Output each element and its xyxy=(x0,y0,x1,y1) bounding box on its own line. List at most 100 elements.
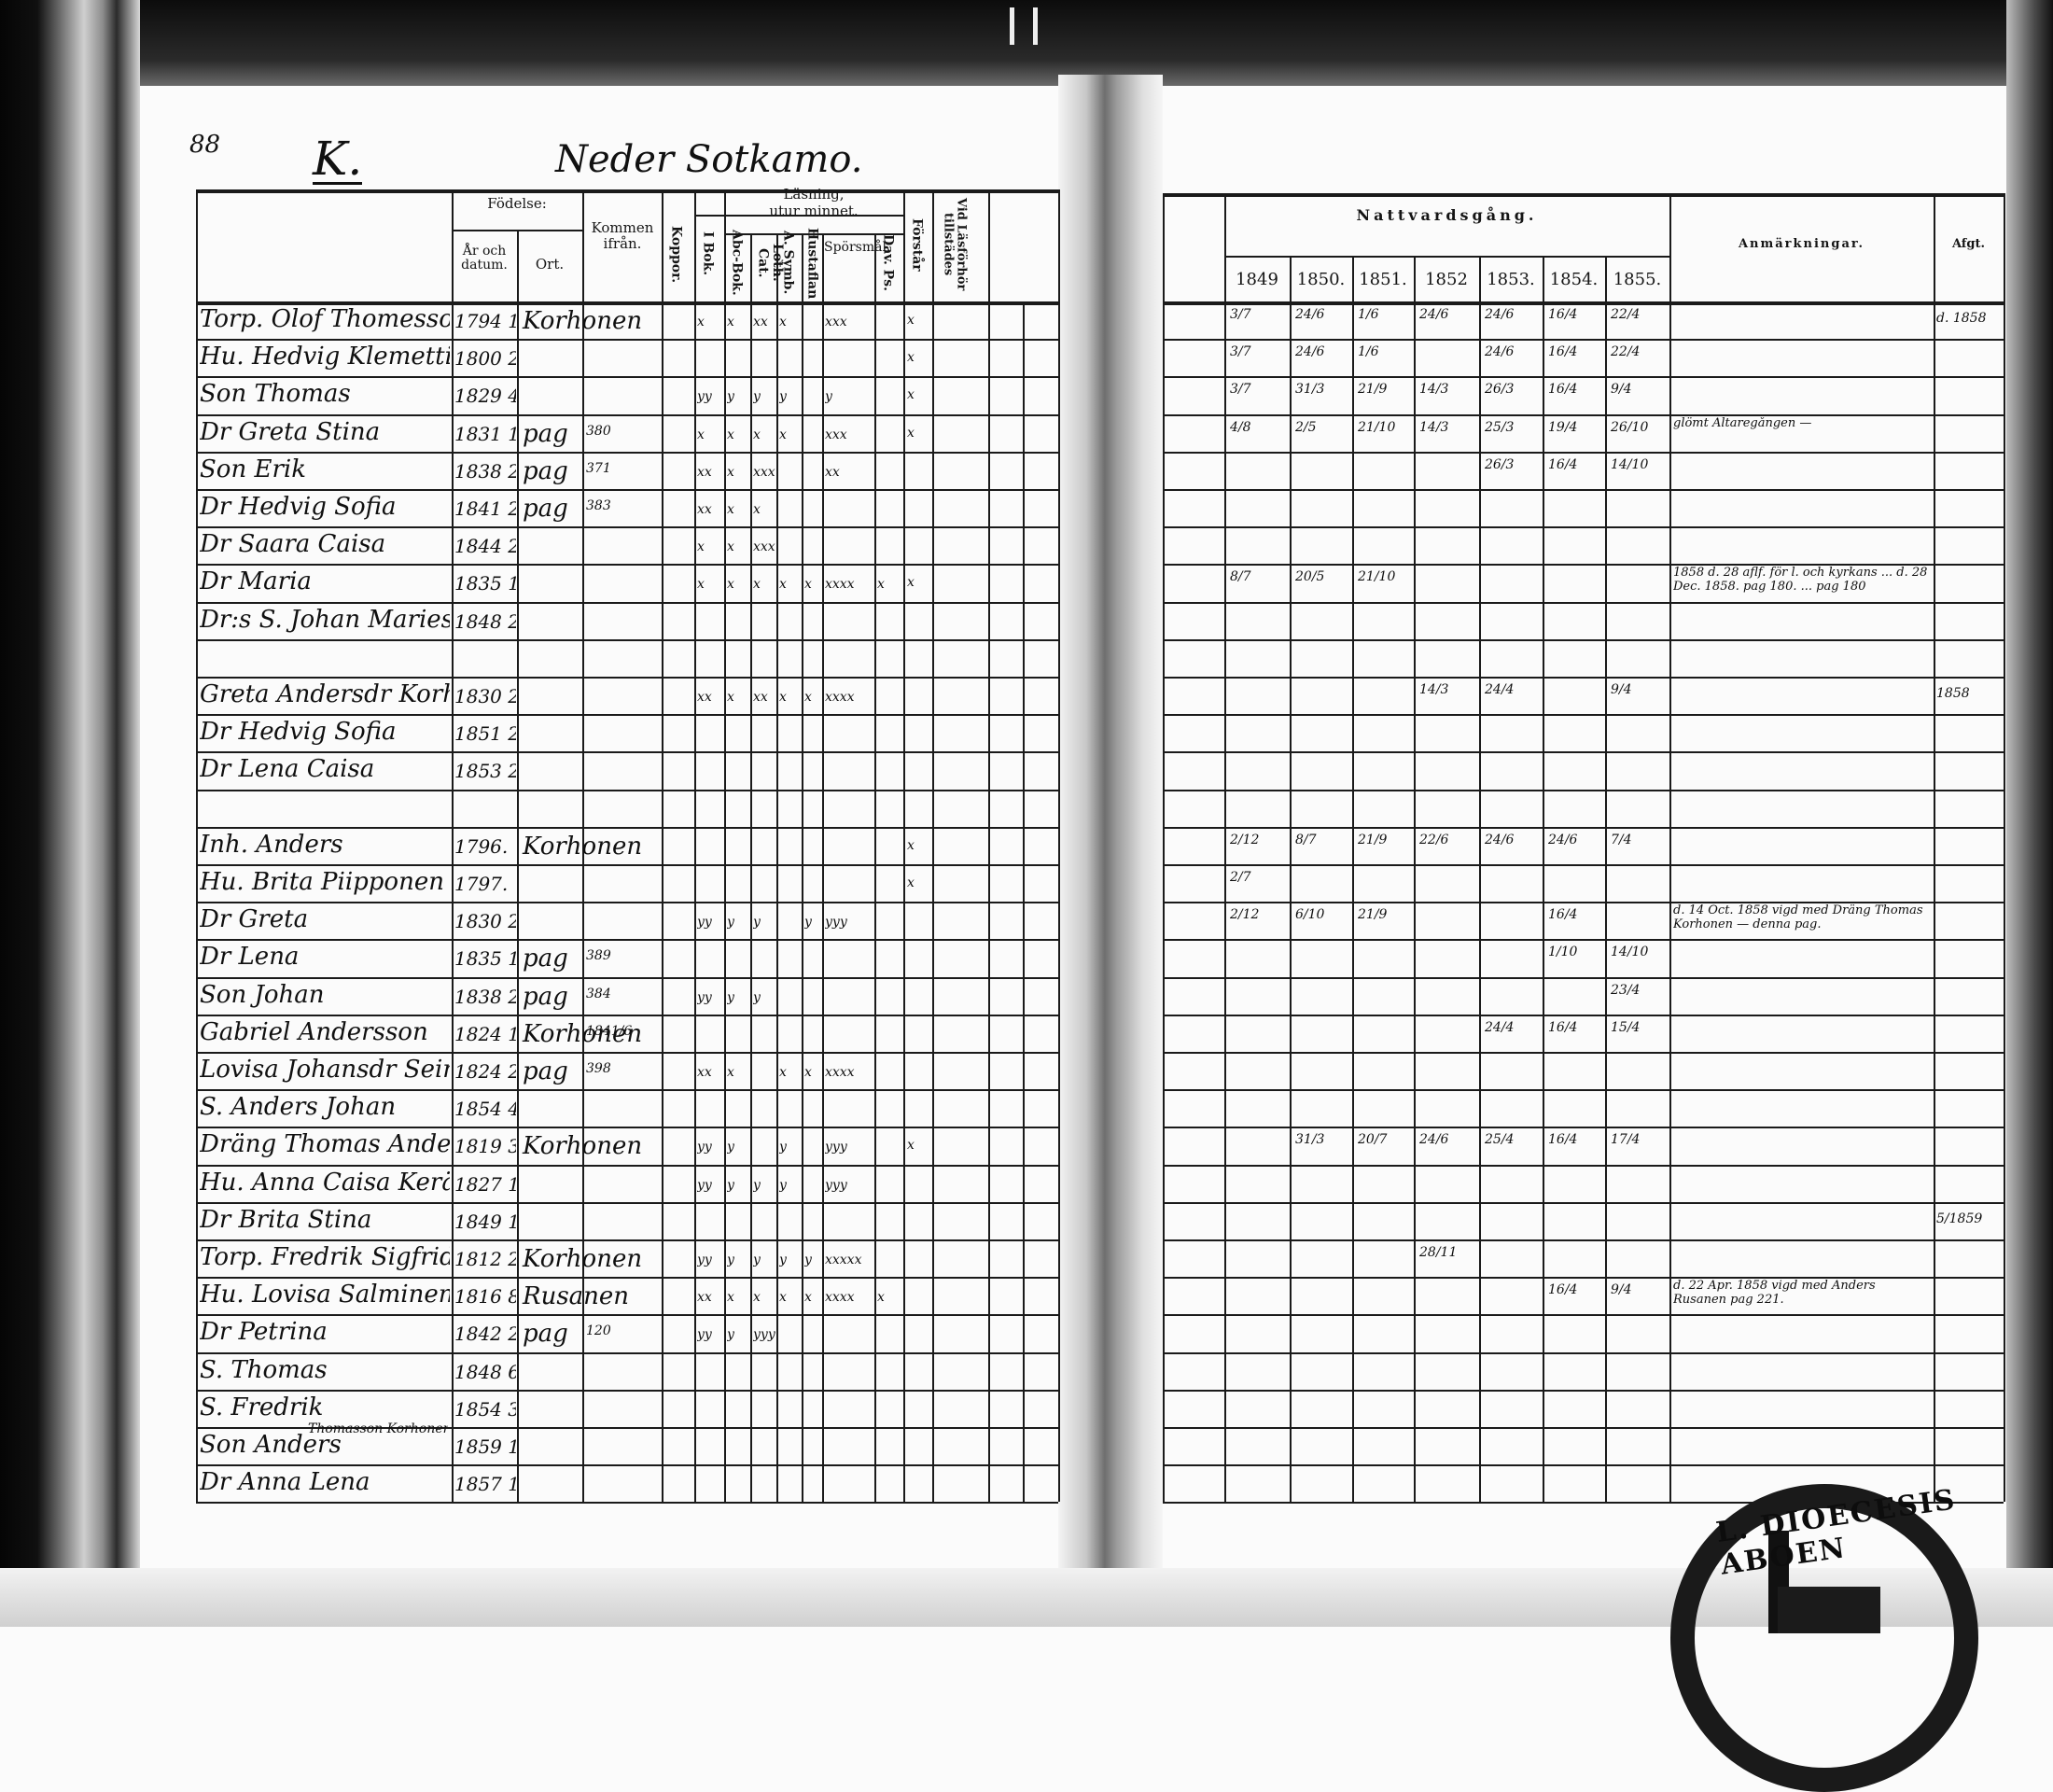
person-name: Dr Greta xyxy=(200,905,309,934)
column-rule xyxy=(750,233,752,1503)
reading-mark: xxxx xyxy=(825,690,855,705)
header-vid-lasforhor: Vid Läsförhör tillstädes xyxy=(941,198,969,291)
reading-mark: xx xyxy=(697,1290,712,1306)
reading-mark: xx xyxy=(697,502,712,517)
row-rule xyxy=(1163,1389,2004,1392)
reading-mark: xxx xyxy=(753,539,775,555)
birth-date: 1830 2/2 xyxy=(454,910,516,933)
understands-mark: x xyxy=(907,313,915,328)
communion-date: 22/4 xyxy=(1611,344,1641,360)
reading-mark: y xyxy=(753,1177,761,1193)
row-rule xyxy=(1163,526,2004,529)
remark: d. 14 Oct. 1858 vigd med Dräng Thomas Ko… xyxy=(1673,904,1923,932)
row-rule xyxy=(196,1201,1058,1204)
row-rule xyxy=(1163,376,2004,379)
row-rule xyxy=(1163,638,2004,641)
communion-date: 16/4 xyxy=(1548,344,1578,360)
communion-date: 3/7 xyxy=(1230,307,1251,322)
departure-note: 1858 xyxy=(1936,686,1970,701)
communion-date: 24/6 xyxy=(1295,307,1325,322)
birth-place: pag xyxy=(523,456,568,485)
row-rule xyxy=(1163,902,2004,904)
person-name: Dr Hedvig Sofia xyxy=(200,493,397,521)
communion-date: 9/4 xyxy=(1611,382,1632,398)
row-rule xyxy=(1163,1201,2004,1204)
person-name: Dr Lena xyxy=(200,943,300,972)
understands-mark: x xyxy=(907,1138,915,1154)
register-letter: K. xyxy=(313,132,363,186)
communion-date: 21/9 xyxy=(1358,832,1388,847)
reading-mark: x xyxy=(697,315,705,329)
person-name: Son Thomas xyxy=(200,380,351,409)
header-lasning: Läsning, xyxy=(783,186,845,203)
reading-mark: x xyxy=(804,1065,812,1080)
column-rule xyxy=(1669,193,1671,1503)
scan-left-edge xyxy=(0,0,140,1627)
reading-mark: xx xyxy=(753,315,768,329)
row-rule xyxy=(196,1427,1058,1429)
row-rule xyxy=(1163,1502,2004,1505)
row-rule xyxy=(196,1014,1058,1016)
communion-date: 31/3 xyxy=(1295,382,1325,398)
person-name: Torp. Fredrik Sigfridsson xyxy=(200,1243,450,1271)
communion-date: 16/4 xyxy=(1548,1282,1578,1298)
header-i-bok: I Bok. xyxy=(700,231,716,276)
communion-date: 1/6 xyxy=(1358,344,1379,360)
departure-note: d. 1858 xyxy=(1936,311,1987,326)
reading-mark: x xyxy=(779,315,787,329)
reading-mark: yy xyxy=(697,1253,712,1267)
reading-mark: xxxx xyxy=(825,1290,855,1306)
person-name: Dr Petrina xyxy=(200,1318,328,1347)
nattvardsgang-divider xyxy=(1224,256,1669,258)
row-rule xyxy=(196,864,1058,866)
reading-mark: yy xyxy=(697,389,712,405)
reading-mark: y xyxy=(779,1177,787,1193)
table-top-border xyxy=(1163,193,2004,197)
reading-mark: x xyxy=(877,577,885,593)
communion-date: 26/3 xyxy=(1485,382,1515,398)
reading-mark: yyy xyxy=(753,1327,775,1343)
row-rule xyxy=(196,413,1058,416)
communion-date: 26/10 xyxy=(1611,419,1649,435)
column-rule xyxy=(988,189,990,1503)
reading-mark: y xyxy=(804,1253,812,1267)
row-rule xyxy=(1163,864,2004,866)
column-rule xyxy=(582,189,584,1503)
reading-mark: yy xyxy=(697,1177,712,1193)
communion-date: 23/4 xyxy=(1611,982,1641,998)
remark: 1858 d. 28 aflf. för l. och kyrkans ... … xyxy=(1673,567,1928,595)
person-name: S. Anders Johan xyxy=(200,1093,397,1122)
reading-mark: y xyxy=(727,989,734,1005)
reading-mark: y xyxy=(753,389,761,405)
page-number: 88 xyxy=(189,131,221,159)
reading-mark: x xyxy=(779,690,787,705)
row-rule xyxy=(196,1351,1058,1354)
person-name: Dr Brita Stina xyxy=(200,1205,372,1234)
birth-date: 1796. xyxy=(454,834,509,858)
row-rule xyxy=(1163,1014,2004,1016)
reading-mark: x xyxy=(779,577,787,593)
birth-date: 1812 24/7 xyxy=(454,1248,516,1270)
birth-date: 1835 18/5 xyxy=(454,947,516,971)
communion-date: 21/10 xyxy=(1358,419,1396,435)
reading-mark: yy xyxy=(697,1140,712,1155)
communion-date: 24/6 xyxy=(1419,307,1449,322)
header-utur-minnet: utur minnet. xyxy=(769,203,859,219)
person-name: Dr:s S. Johan Mariesson xyxy=(200,605,450,634)
communion-date: 1/10 xyxy=(1548,945,1578,960)
column-rule xyxy=(802,233,803,1503)
header-year-5: 1854. xyxy=(1549,270,1599,289)
reading-mark: yyy xyxy=(825,1140,847,1155)
birth-date: 1844 20/9 xyxy=(454,535,516,558)
birth-place: Korhonen xyxy=(523,1245,642,1273)
column-rule xyxy=(1290,256,1292,1503)
header-kommen-ifran: Kommen ifrån. xyxy=(591,219,654,252)
header-koppor: Koppor. xyxy=(668,225,684,284)
column-rule xyxy=(1605,256,1607,1503)
header-year-6: 1855. xyxy=(1613,270,1662,289)
communion-date: 3/7 xyxy=(1230,344,1251,360)
reading-mark: xx xyxy=(825,464,840,480)
communion-date: 9/4 xyxy=(1611,1282,1632,1298)
birth-place: Korhonen xyxy=(523,307,642,335)
reading-mark: x xyxy=(779,1065,787,1080)
